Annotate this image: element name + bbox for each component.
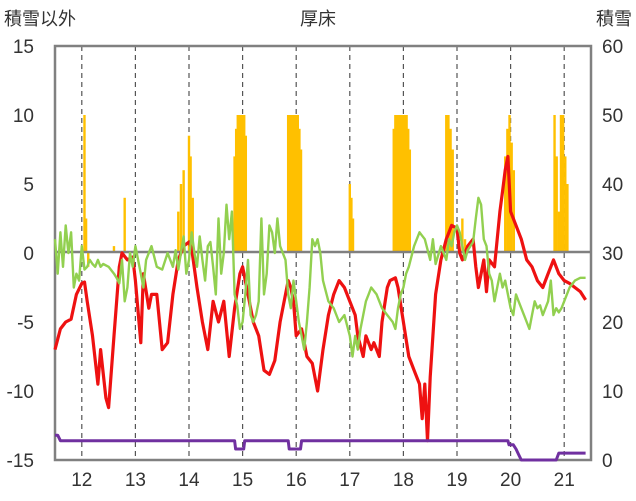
snow-bar bbox=[461, 218, 464, 253]
x-tick-label: 21 bbox=[554, 470, 575, 491]
snow-bar bbox=[243, 115, 246, 253]
right-y-tick-label: 10 bbox=[602, 382, 623, 403]
snow-bar bbox=[566, 184, 569, 253]
snow-bar bbox=[241, 115, 244, 253]
snow-bar bbox=[84, 218, 88, 253]
red-line bbox=[53, 154, 587, 443]
snow-bar bbox=[408, 149, 412, 253]
snow-bar bbox=[177, 211, 180, 253]
snow-bar bbox=[463, 239, 467, 253]
right-axis-title: 積雪 bbox=[596, 9, 632, 30]
left-y-tick-label: 15 bbox=[13, 37, 34, 58]
snow-bar bbox=[392, 128, 395, 253]
snow-bar bbox=[244, 135, 248, 253]
snow-bar bbox=[179, 184, 183, 253]
snow-bar bbox=[293, 115, 296, 253]
left-y-tick-label: 10 bbox=[13, 106, 34, 127]
snow-bar bbox=[559, 115, 563, 253]
x-tick-label: 17 bbox=[339, 470, 360, 491]
snow-bar bbox=[397, 115, 400, 253]
x-tick-label: 16 bbox=[286, 470, 307, 491]
right-y-tick-label: 20 bbox=[602, 313, 623, 334]
snow-bar bbox=[398, 115, 402, 253]
snow-bar bbox=[291, 115, 295, 253]
snow-bar bbox=[238, 115, 241, 253]
series-lines bbox=[53, 154, 587, 462]
x-tick-label: 13 bbox=[125, 470, 146, 491]
snow-bar bbox=[512, 170, 516, 253]
snow-bar bbox=[83, 115, 86, 253]
snow-bar bbox=[236, 115, 239, 253]
snow-bar bbox=[402, 115, 405, 253]
snow-bar bbox=[182, 170, 185, 253]
snow-bar bbox=[445, 115, 448, 253]
left-y-tick-label: -10 bbox=[7, 382, 34, 403]
x-tick-label: 15 bbox=[232, 470, 253, 491]
x-tick-label: 19 bbox=[446, 470, 467, 491]
right-y-tick-label: 0 bbox=[602, 451, 613, 472]
snow-bar bbox=[510, 142, 513, 253]
green-line bbox=[53, 196, 586, 358]
right-y-tick-label: 50 bbox=[602, 106, 623, 127]
snow-bar bbox=[394, 115, 397, 253]
left-axis-title: 積雪以外 bbox=[4, 9, 76, 30]
snow-bar bbox=[296, 115, 300, 253]
snow-bar bbox=[123, 197, 126, 253]
snow-bar bbox=[234, 128, 238, 253]
snow-bars bbox=[83, 115, 569, 267]
snow-bar bbox=[555, 156, 558, 253]
snow-bar bbox=[290, 115, 293, 253]
snow-bar bbox=[451, 149, 454, 253]
snow-bar bbox=[350, 197, 353, 253]
right-y-tick-label: 60 bbox=[602, 37, 623, 58]
left-y-tick-label: 0 bbox=[23, 244, 34, 265]
snow-bar bbox=[557, 211, 561, 253]
snow-bar bbox=[564, 156, 567, 253]
snow-bar bbox=[403, 115, 407, 253]
snow-bar bbox=[233, 156, 236, 253]
left-y-tick-label: 5 bbox=[23, 175, 34, 196]
snow-bar bbox=[348, 184, 351, 253]
x-tick-label: 12 bbox=[71, 470, 92, 491]
x-tick-label: 14 bbox=[178, 470, 200, 491]
snow-bar bbox=[295, 115, 298, 253]
right-y-tick-label: 40 bbox=[602, 175, 623, 196]
x-tick-label: 20 bbox=[500, 470, 521, 491]
snow-bar bbox=[449, 128, 452, 253]
left-y-tick-label: -5 bbox=[17, 313, 34, 334]
snow-bar bbox=[299, 149, 303, 253]
snow-bar bbox=[189, 156, 192, 253]
chart-title: 厚床 bbox=[300, 9, 336, 30]
snow-bar bbox=[288, 115, 291, 253]
snow-bar bbox=[407, 128, 410, 253]
snow-bar bbox=[561, 115, 565, 253]
snow-bar bbox=[504, 156, 507, 253]
snow-bar bbox=[298, 128, 301, 253]
snow-bar bbox=[351, 218, 355, 253]
right-y-tick-label: 30 bbox=[602, 244, 623, 265]
left-y-tick-label: -15 bbox=[7, 451, 34, 472]
snow-bar bbox=[286, 115, 290, 253]
snow-bar bbox=[506, 128, 509, 253]
snow-bar bbox=[395, 115, 399, 253]
snow-bar bbox=[191, 197, 194, 253]
snow-bar bbox=[405, 115, 408, 253]
snow-bar bbox=[112, 246, 116, 253]
snow-bar bbox=[447, 115, 450, 253]
snow-bar bbox=[239, 115, 243, 253]
snow-bar bbox=[400, 115, 403, 253]
snow-bar bbox=[187, 135, 191, 253]
snow-bar bbox=[553, 115, 556, 253]
x-tick-label: 18 bbox=[393, 470, 414, 491]
snow-bar bbox=[87, 253, 90, 267]
purple-line bbox=[55, 433, 586, 462]
